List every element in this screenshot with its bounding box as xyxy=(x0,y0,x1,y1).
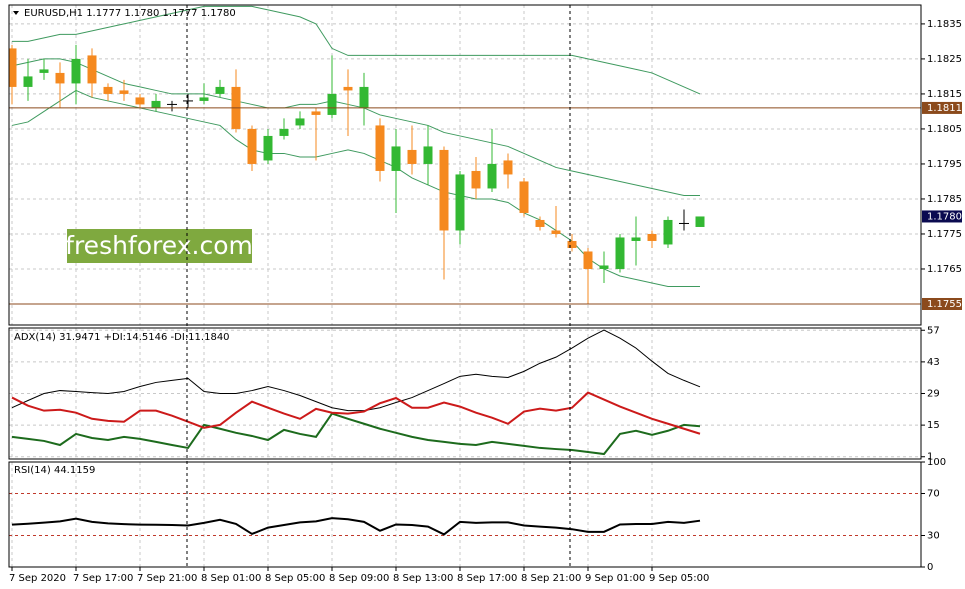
panel-plot xyxy=(9,328,921,459)
y-tick-label: 30 xyxy=(927,531,940,542)
y-tick-label: 0 xyxy=(927,562,933,573)
bollinger-band xyxy=(11,58,700,196)
candle-body xyxy=(615,237,625,269)
candle-body xyxy=(663,219,673,245)
candle-body xyxy=(55,72,65,84)
candle-body xyxy=(295,118,305,126)
candle-body xyxy=(23,76,33,87)
candle-body xyxy=(327,93,337,115)
y-tick-label: 29 xyxy=(927,389,940,400)
adx-header: ADX(14) 31.9471 +DI:14.5146 -DI:11.1840 xyxy=(14,332,230,343)
candle-body xyxy=(263,135,273,161)
candle-body xyxy=(391,146,401,171)
x-tick-label: 8 Sep 05:00 xyxy=(265,573,325,584)
y-tick-label: 1 xyxy=(927,452,933,463)
candle-body xyxy=(87,55,97,84)
candle-body xyxy=(519,181,529,213)
candle-body xyxy=(551,230,561,234)
last-price-box xyxy=(922,210,962,223)
adx-panel xyxy=(8,327,922,460)
y-tick-label: 1.1835 xyxy=(927,19,962,30)
indicator-line xyxy=(11,329,701,412)
price-panel xyxy=(8,4,922,326)
candle-body xyxy=(503,160,513,175)
y-tick-label: 1.1795 xyxy=(927,159,962,170)
x-tick-label: 8 Sep 09:00 xyxy=(329,573,389,584)
price-level-label: 1.1755 xyxy=(927,299,962,310)
watermark-box xyxy=(67,229,252,263)
price-level-label-box xyxy=(922,101,962,114)
rsi-panel xyxy=(8,461,922,568)
candle-body xyxy=(359,86,369,108)
candle-body xyxy=(631,237,641,241)
y-tick-label: 1.1765 xyxy=(927,264,962,275)
indicator-line xyxy=(11,412,701,456)
x-tick-label: 8 Sep 13:00 xyxy=(393,573,453,584)
candle-body xyxy=(439,149,449,231)
y-tick-label: 15 xyxy=(927,420,940,431)
y-tick-label: 43 xyxy=(927,357,940,368)
y-tick-label: 1.1805 xyxy=(927,124,962,135)
candle-body xyxy=(375,125,385,171)
y-tick-label: 100 xyxy=(927,457,946,468)
candle-body xyxy=(471,170,481,189)
x-tick-label: 8 Sep 21:00 xyxy=(521,573,581,584)
candle-body xyxy=(695,216,705,227)
x-tick-label: 7 Sep 21:00 xyxy=(137,573,197,584)
candle-body xyxy=(599,265,609,269)
candle-body xyxy=(487,163,497,189)
y-tick-label: 1.1775 xyxy=(927,229,962,240)
x-tick-label: 7 Sep 17:00 xyxy=(73,573,133,584)
candle-body xyxy=(9,48,17,87)
x-tick-label: 9 Sep 01:00 xyxy=(585,573,645,584)
candle-body xyxy=(119,90,129,94)
y-tick-label: 1.1825 xyxy=(927,54,962,65)
candle-body xyxy=(135,97,145,105)
symbol-header: EURUSD,H1 1.1777 1.1780 1.1777 1.1780 xyxy=(24,8,236,19)
candle-body xyxy=(39,69,49,73)
price-level-label-box xyxy=(922,297,962,310)
candle-body xyxy=(199,97,209,101)
last-price-label: 1.1780 xyxy=(927,211,962,222)
candle-body xyxy=(455,174,465,231)
indicator-line xyxy=(11,391,701,435)
indicator-line xyxy=(11,517,701,536)
candle-body xyxy=(343,86,353,91)
panel-plot xyxy=(9,462,921,567)
candle-body xyxy=(103,86,113,94)
bollinger-band xyxy=(12,5,701,95)
x-tick-label: 9 Sep 05:00 xyxy=(649,573,709,584)
candle-body xyxy=(151,100,161,108)
y-tick-label: 70 xyxy=(927,489,940,500)
watermark: freshforex.com xyxy=(65,231,253,260)
x-tick-label: 8 Sep 01:00 xyxy=(201,573,261,584)
candle-body xyxy=(71,58,81,84)
y-tick-label: 57 xyxy=(927,325,940,336)
candle-body xyxy=(535,219,545,227)
candle-body xyxy=(567,240,577,248)
rsi-header: RSI(14) 44.1159 xyxy=(14,465,95,476)
y-tick-label: 1.1815 xyxy=(927,89,962,100)
panel-plot xyxy=(9,5,921,325)
candle-body xyxy=(407,149,417,164)
x-tick-label: 8 Sep 17:00 xyxy=(457,573,517,584)
candle-body xyxy=(311,111,321,115)
candle-body xyxy=(215,86,225,94)
candle-body xyxy=(247,128,257,164)
candle-body xyxy=(279,128,289,136)
price-level-label: 1.1811 xyxy=(927,103,962,114)
candle-body xyxy=(583,251,593,269)
candle-body xyxy=(423,146,433,164)
menu-arrow[interactable] xyxy=(13,11,19,15)
x-tick-label: 7 Sep 2020 xyxy=(9,573,66,584)
candle-body xyxy=(647,233,657,241)
y-tick-label: 1.1785 xyxy=(927,194,962,205)
